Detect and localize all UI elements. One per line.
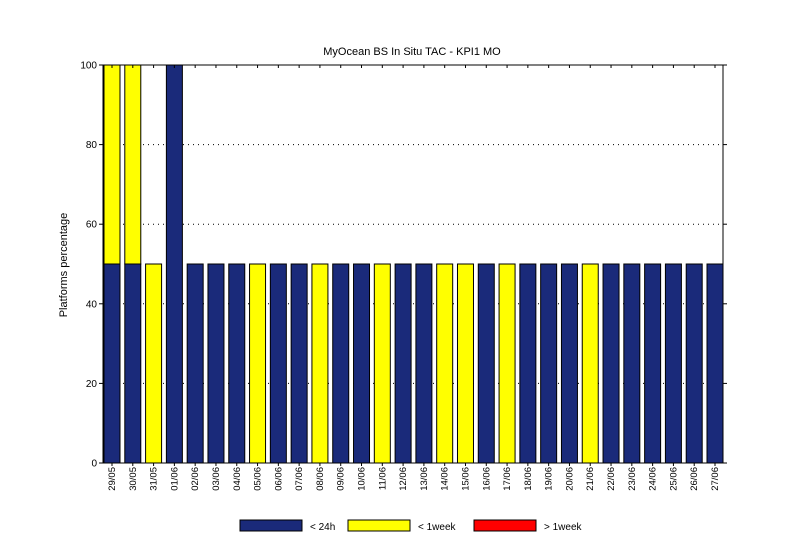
bar-24-06-series-0 [644, 263, 662, 464]
x-tick-label-02-06: 02/06 [190, 467, 201, 491]
bar-08-06-series-1 [311, 263, 329, 464]
x-tick-label-31-05: 31/05 [149, 467, 160, 491]
y-tick-label-0: 0 [91, 459, 97, 470]
bar-29-05-series-1 [103, 64, 121, 265]
x-tick-label-14-06: 14/06 [440, 467, 451, 491]
x-tick-label-30-05: 30/05 [128, 467, 139, 491]
bar-18-06-series-0 [519, 263, 537, 464]
x-tick-label-29-05: 29/05 [107, 467, 118, 491]
bar-26-06-series-0 [685, 263, 703, 464]
bar-09-06-series-0 [332, 263, 350, 464]
legend-swatch-2 [473, 519, 537, 532]
bar-13-06-series-0 [415, 263, 433, 464]
y-axis-label: Platforms percentage [58, 213, 70, 318]
bar-06-06-series-0 [269, 263, 287, 464]
x-tick-label-18-06: 18/06 [523, 467, 534, 491]
bar-21-06-series-1 [581, 263, 599, 464]
legend-swatch-0 [239, 519, 303, 532]
x-tick-label-07-06: 07/06 [294, 467, 305, 491]
legend-label-2: > 1week [544, 522, 583, 533]
x-tick-label-15-06: 15/06 [460, 467, 471, 491]
legend-swatch-1 [347, 519, 411, 532]
x-tick-label-21-06: 21/06 [585, 467, 596, 491]
bar-04-06-series-0 [228, 263, 246, 464]
bar-14-06-series-1 [436, 263, 454, 464]
bar-27-06-series-0 [706, 263, 724, 464]
bar-15-06-series-1 [456, 263, 474, 464]
x-axis: 29/05 30/05 31/05 01/06 02/06 03/06 04/06 05/06… [107, 65, 721, 491]
bar-30-05-series-0 [124, 263, 142, 464]
x-tick-label-22-06: 22/06 [606, 467, 617, 491]
x-tick-label-16-06: 16/06 [481, 467, 492, 491]
bar-10-06-series-0 [353, 263, 371, 464]
bar-29-05-series-0 [103, 263, 121, 464]
bar-03-06-series-0 [207, 263, 225, 464]
plot-frame [102, 64, 724, 464]
bar-31-05-series-1 [145, 263, 163, 464]
x-tick-label-12-06: 12/06 [398, 467, 409, 491]
bar-25-06-series-0 [664, 263, 682, 464]
bar-07-06-series-0 [290, 263, 308, 464]
bar-19-06-series-0 [540, 263, 558, 464]
x-tick-label-13-06: 13/06 [419, 467, 430, 491]
legend-label-1: < 1week [418, 522, 457, 533]
bar-02-06-series-0 [186, 263, 204, 464]
x-tick-label-17-06: 17/06 [502, 467, 513, 491]
bar-12-06-series-0 [394, 263, 412, 464]
bar-22-06-series-0 [602, 263, 620, 464]
x-tick-label-20-06: 20/06 [564, 467, 575, 491]
grid-lines [103, 144, 723, 384]
bar-30-05-series-1 [124, 64, 142, 265]
x-tick-label-06-06: 06/06 [273, 467, 284, 491]
bars-group [103, 64, 724, 464]
x-tick-label-26-06: 26/06 [689, 467, 700, 491]
x-tick-label-08-06: 08/06 [315, 467, 326, 491]
y-tick-label-40: 40 [86, 299, 98, 310]
bar-20-06-series-0 [560, 263, 578, 464]
x-tick-label-09-06: 09/06 [336, 467, 347, 491]
x-tick-label-19-06: 19/06 [544, 467, 555, 491]
y-tick-label-80: 80 [86, 140, 98, 151]
x-tick-label-11-06: 11/06 [377, 467, 388, 490]
x-tick-label-10-06: 10/06 [357, 467, 368, 491]
legend: < 24h < 1week > 1week [239, 519, 583, 533]
x-tick-label-03-06: 03/06 [211, 467, 222, 491]
bar-01-06-series-0 [165, 64, 183, 464]
x-tick-label-25-06: 25/06 [668, 467, 679, 491]
x-tick-label-01-06: 01/06 [169, 467, 180, 491]
bar-05-06-series-1 [249, 263, 267, 464]
x-tick-label-05-06: 05/06 [253, 467, 264, 491]
chart-title: MyOcean BS In Situ TAC - KPI1 MO [323, 46, 501, 58]
y-axis: 0 20 40 60 80 100 [80, 61, 727, 470]
bar-11-06-series-1 [373, 263, 391, 464]
y-tick-label-20: 20 [86, 379, 98, 390]
bar-23-06-series-0 [623, 263, 641, 464]
x-tick-label-27-06: 27/06 [710, 467, 721, 491]
y-tick-label-60: 60 [86, 220, 98, 231]
bar-16-06-series-0 [477, 263, 495, 464]
bar-17-06-series-1 [498, 263, 516, 464]
x-tick-label-24-06: 24/06 [648, 467, 659, 491]
legend-label-0: < 24h [310, 522, 335, 533]
y-tick-label-100: 100 [80, 61, 97, 72]
x-tick-label-04-06: 04/06 [232, 467, 243, 491]
x-tick-label-23-06: 23/06 [627, 467, 638, 491]
